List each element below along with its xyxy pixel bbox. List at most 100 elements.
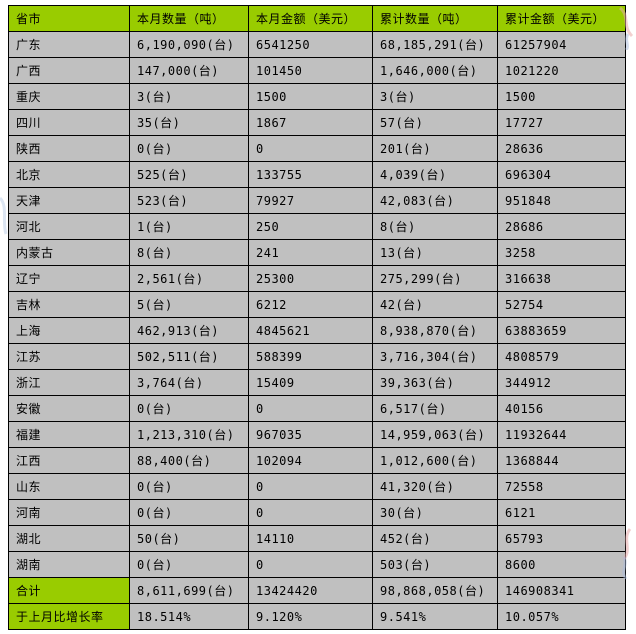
value-cell: 1,646,000(台) (372, 57, 498, 84)
value-cell: 88,400(台) (129, 447, 249, 474)
row-label-cell: 江苏 (8, 343, 130, 370)
value-cell: 6,517(台) (372, 395, 498, 422)
province-row: 吉林 5(台) 6212 42(台) 52754 (8, 291, 626, 318)
row-label-cell: 安徽 (8, 395, 130, 422)
province-statistics-table: 省市 本月数量（吨） 本月金额（美元） 累计数量（吨） 累计金额（美元） 广东 6,190… (8, 5, 626, 630)
province-row: 福建 1,213,310(台) 967035 14,959,063(台) 1193264… (8, 421, 626, 448)
value-cell: 452(台) (372, 525, 498, 552)
row-label-cell: 广东 (8, 31, 130, 58)
value-cell: 63883659 (497, 317, 626, 344)
value-cell: 5(台) (129, 291, 249, 318)
value-cell: 1021220 (497, 57, 626, 84)
value-cell: 50(台) (129, 525, 249, 552)
value-cell: 39,363(台) (372, 369, 498, 396)
value-cell: 2,561(台) (129, 265, 249, 292)
row-label-cell: 合计 (8, 577, 130, 604)
value-cell: 1,213,310(台) (129, 421, 249, 448)
value-cell: 316638 (497, 265, 626, 292)
value-cell: 146908341 (497, 577, 626, 604)
province-row: 四川 35(台) 1867 57(台) 17727 (8, 109, 626, 136)
growth-rate-row: 于上月比增长率 18.514% 9.120% 9.541% 10.057% (8, 603, 626, 630)
value-cell: 6541250 (248, 31, 373, 58)
province-row: 河北 1(台) 250 8(台) 28686 (8, 213, 626, 240)
value-cell: 6,190,090(台) (129, 31, 249, 58)
row-label-cell: 浙江 (8, 369, 130, 396)
column-header: 本月金额（美元） (248, 5, 373, 32)
province-row: 上海 462,913(台) 4845621 8,938,870(台) 63883659 (8, 317, 626, 344)
value-cell: 18.514% (129, 603, 249, 630)
province-row: 安徽 0(台) 0 6,517(台) 40156 (8, 395, 626, 422)
value-cell: 0(台) (129, 473, 249, 500)
value-cell: 967035 (248, 421, 373, 448)
value-cell: 275,299(台) (372, 265, 498, 292)
value-cell: 98,868,058(台) (372, 577, 498, 604)
value-cell: 10.057% (497, 603, 626, 630)
row-label-cell: 北京 (8, 161, 130, 188)
row-label-cell: 湖南 (8, 551, 130, 578)
value-cell: 72558 (497, 473, 626, 500)
value-cell: 6212 (248, 291, 373, 318)
column-header: 省市 (8, 5, 130, 32)
value-cell: 1500 (497, 83, 626, 110)
value-cell: 13(台) (372, 239, 498, 266)
value-cell: 696304 (497, 161, 626, 188)
row-label-cell: 天津 (8, 187, 130, 214)
table-header-row: 省市 本月数量（吨） 本月金额（美元） 累计数量（吨） 累计金额（美元） (8, 5, 626, 32)
value-cell: 1(台) (129, 213, 249, 240)
province-row: 内蒙古 8(台) 241 13(台) 3258 (8, 239, 626, 266)
province-row: 北京 525(台) 133755 4,039(台) 696304 (8, 161, 626, 188)
row-label-cell: 湖北 (8, 525, 130, 552)
value-cell: 42,083(台) (372, 187, 498, 214)
value-cell: 4,039(台) (372, 161, 498, 188)
value-cell: 462,913(台) (129, 317, 249, 344)
value-cell: 8(台) (129, 239, 249, 266)
value-cell: 0 (248, 473, 373, 500)
row-label-cell: 四川 (8, 109, 130, 136)
row-label-cell: 江西 (8, 447, 130, 474)
value-cell: 17727 (497, 109, 626, 136)
value-cell: 28636 (497, 135, 626, 162)
value-cell: 40156 (497, 395, 626, 422)
value-cell: 28686 (497, 213, 626, 240)
value-cell: 52754 (497, 291, 626, 318)
row-label-cell: 辽宁 (8, 265, 130, 292)
value-cell: 525(台) (129, 161, 249, 188)
province-row: 湖南 0(台) 0 503(台) 8600 (8, 551, 626, 578)
province-row: 江西 88,400(台) 102094 1,012,600(台) 1368844 (8, 447, 626, 474)
row-label-cell: 吉林 (8, 291, 130, 318)
value-cell: 250 (248, 213, 373, 240)
value-cell: 0 (248, 499, 373, 526)
value-cell: 102094 (248, 447, 373, 474)
value-cell: 57(台) (372, 109, 498, 136)
row-label-cell: 福建 (8, 421, 130, 448)
value-cell: 241 (248, 239, 373, 266)
row-label-cell: 山东 (8, 473, 130, 500)
value-cell: 502,511(台) (129, 343, 249, 370)
value-cell: 8,611,699(台) (129, 577, 249, 604)
value-cell: 8600 (497, 551, 626, 578)
value-cell: 68,185,291(台) (372, 31, 498, 58)
row-label-cell: 河南 (8, 499, 130, 526)
row-label-cell: 内蒙古 (8, 239, 130, 266)
province-row: 浙江 3,764(台) 15409 39,363(台) 344912 (8, 369, 626, 396)
row-label-cell: 上海 (8, 317, 130, 344)
value-cell: 30(台) (372, 499, 498, 526)
value-cell: 1500 (248, 83, 373, 110)
value-cell: 25300 (248, 265, 373, 292)
value-cell: 41,320(台) (372, 473, 498, 500)
value-cell: 9.120% (248, 603, 373, 630)
value-cell: 14,959,063(台) (372, 421, 498, 448)
value-cell: 0(台) (129, 551, 249, 578)
row-label-cell: 陕西 (8, 135, 130, 162)
column-header: 本月数量（吨） (129, 5, 249, 32)
value-cell: 0(台) (129, 499, 249, 526)
value-cell: 1368844 (497, 447, 626, 474)
province-row: 天津 523(台) 79927 42,083(台) 951848 (8, 187, 626, 214)
value-cell: 3(台) (129, 83, 249, 110)
row-label-cell: 河北 (8, 213, 130, 240)
value-cell: 3(台) (372, 83, 498, 110)
value-cell: 0(台) (129, 395, 249, 422)
province-row: 山东 0(台) 0 41,320(台) 72558 (8, 473, 626, 500)
value-cell: 523(台) (129, 187, 249, 214)
